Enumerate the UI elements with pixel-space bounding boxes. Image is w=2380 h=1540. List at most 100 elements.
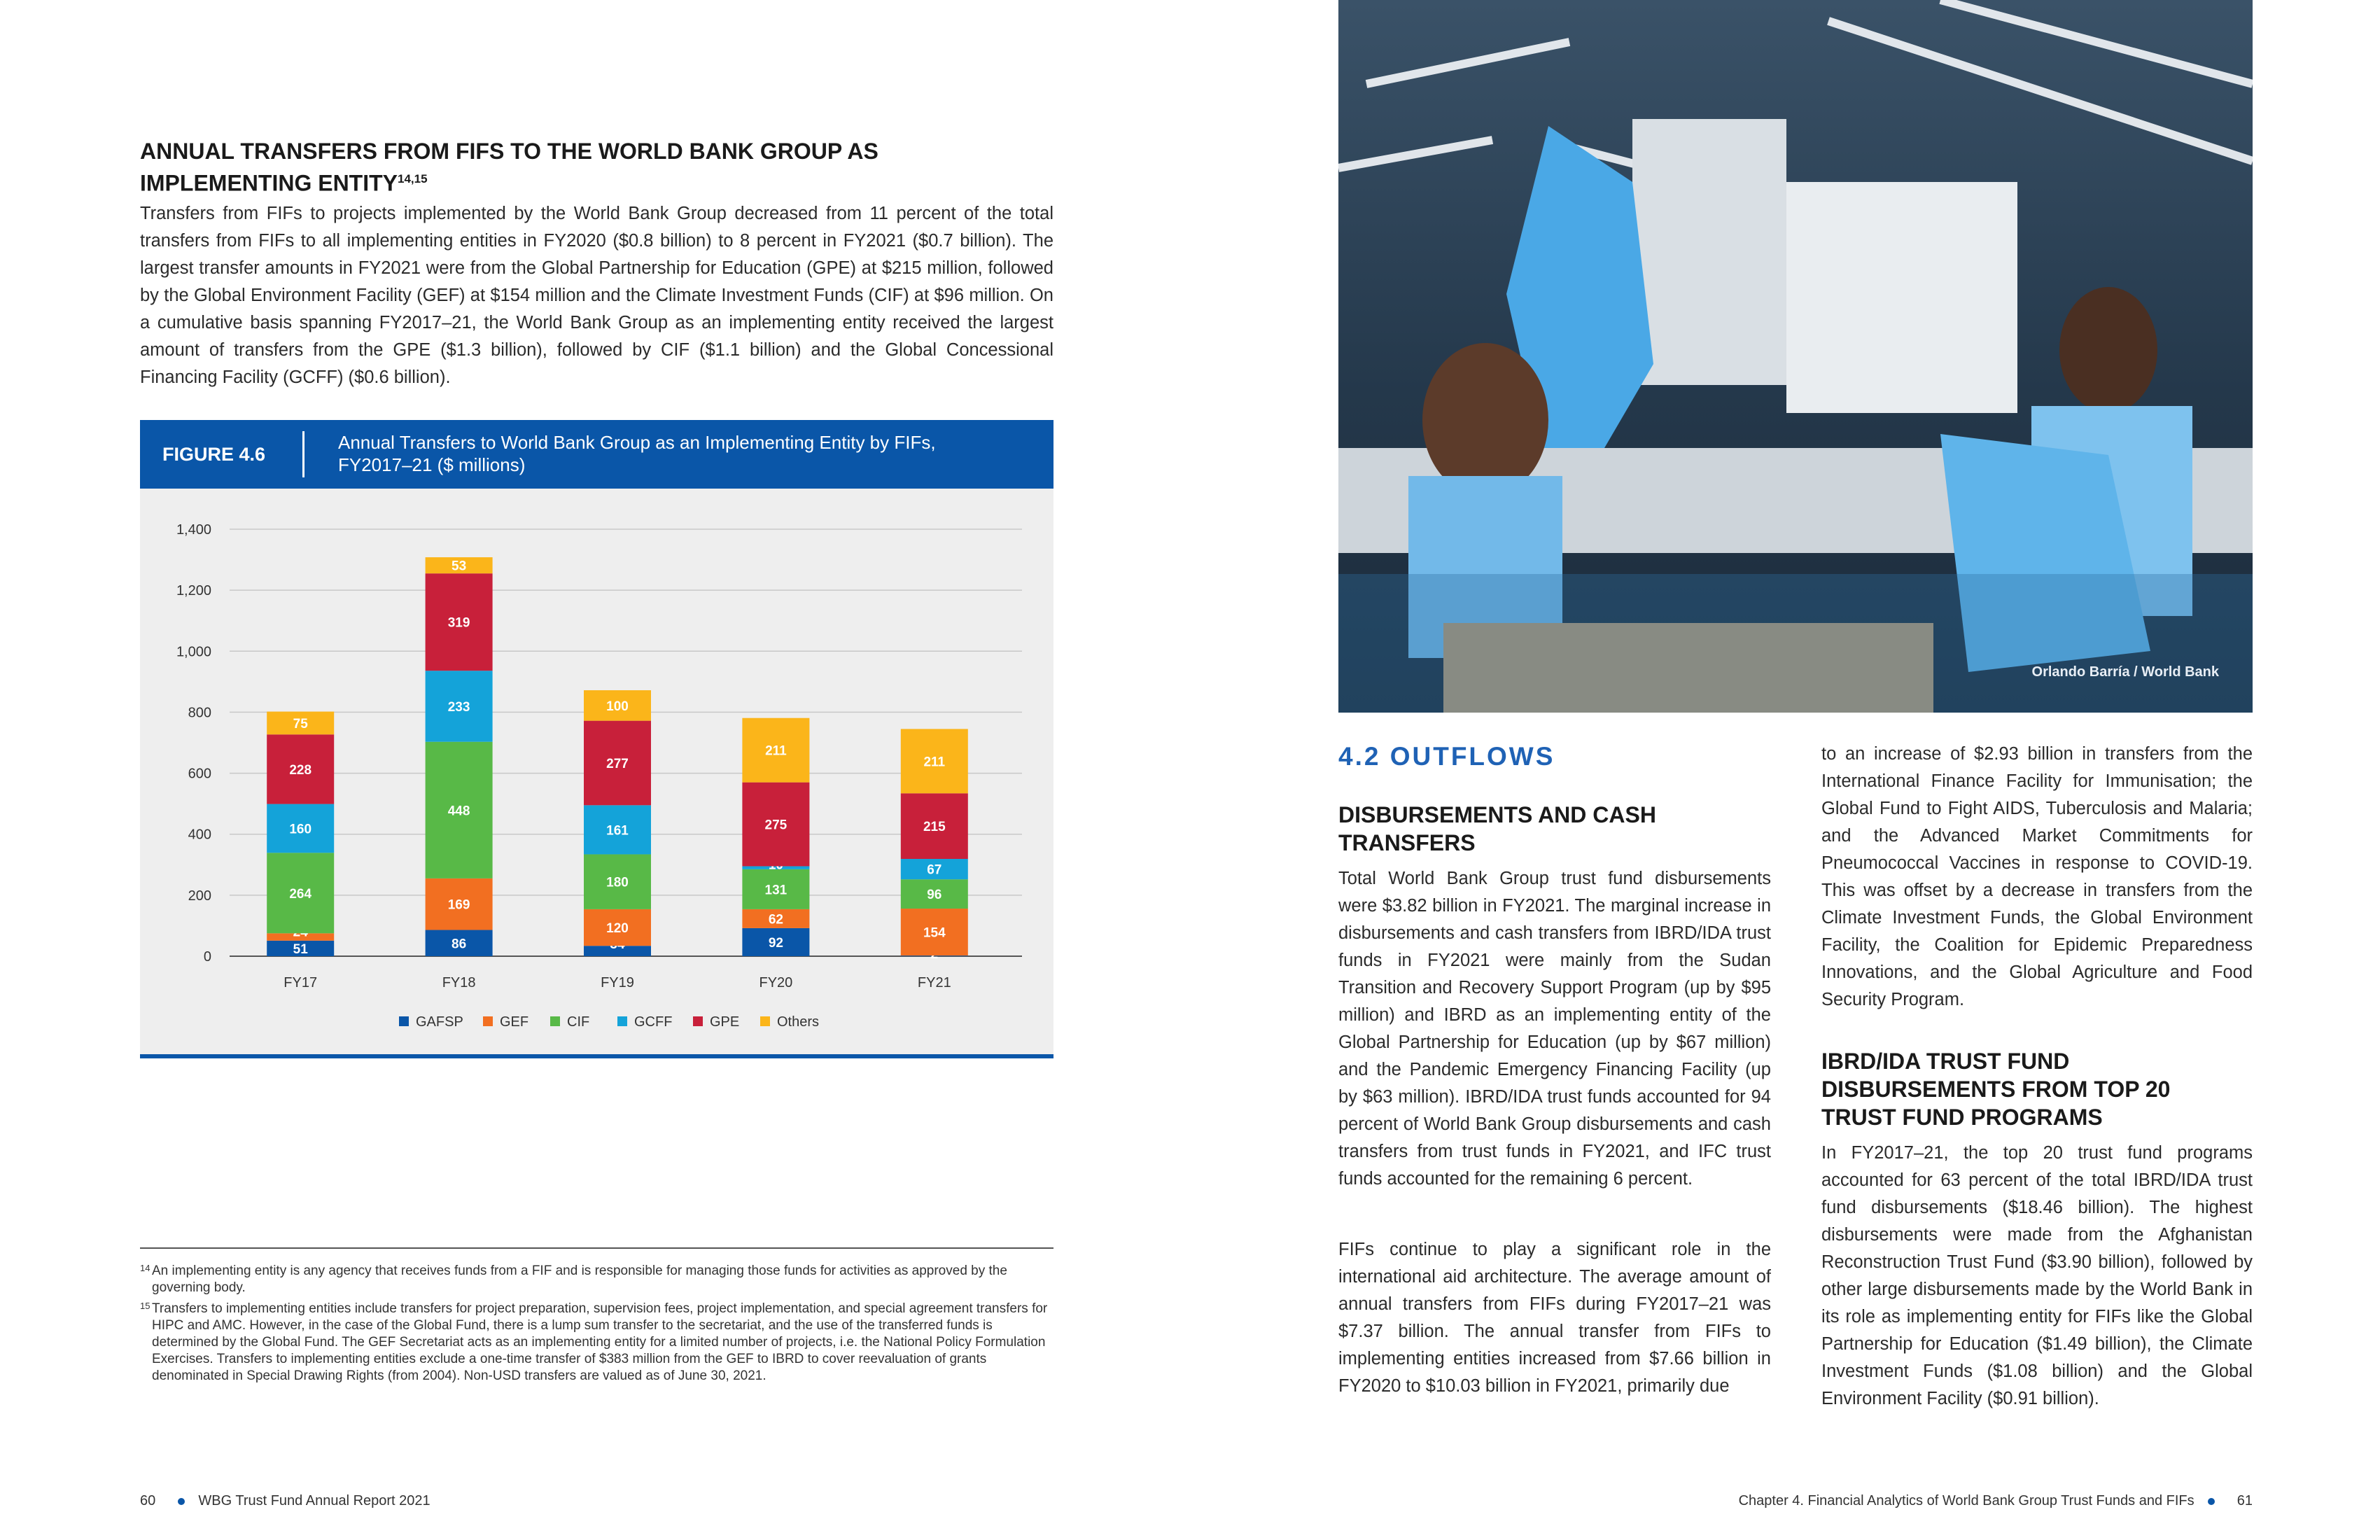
data-label: 160 xyxy=(289,822,312,836)
photo-credit: Orlando Barría / World Bank xyxy=(2031,664,2219,680)
data-label: 228 xyxy=(289,763,312,778)
data-label: 51 xyxy=(293,942,309,957)
y-tick-label: 600 xyxy=(188,766,211,782)
data-label: 53 xyxy=(451,559,466,574)
figure-label: FIGURE 4.6 xyxy=(162,444,266,465)
figure-divider xyxy=(302,431,304,477)
y-tick-label: 1,000 xyxy=(176,644,211,659)
bar-segment xyxy=(900,859,968,880)
stacked-bar-chart: 02004006008001,0001,2001,400512426416022… xyxy=(176,522,1022,1030)
y-tick-label: 800 xyxy=(188,705,211,720)
bar-segment xyxy=(425,557,493,574)
x-tick-label: FY20 xyxy=(759,975,792,990)
data-label: 211 xyxy=(923,755,945,769)
figure-body: 02004006008001,0001,2001,400512426416022… xyxy=(140,489,1054,1058)
data-label: 233 xyxy=(448,700,470,715)
figure-header: FIGURE 4.6 Annual Transfers to World Ban… xyxy=(140,420,1054,489)
bar-segment xyxy=(267,853,335,934)
subsection-heading-disbursements: DISBURSEMENTS AND CASH TRANSFERS xyxy=(1338,802,1656,855)
data-label: 67 xyxy=(927,863,941,878)
data-label: 277 xyxy=(606,757,629,771)
bar-segment xyxy=(900,793,968,860)
bar-segment xyxy=(267,804,335,853)
data-label: 62 xyxy=(769,912,783,927)
bar-segment xyxy=(584,690,651,721)
legend-swatch xyxy=(399,1016,409,1026)
footnote-14: 14 An implementing entity is any agency … xyxy=(140,1263,1007,1295)
legend-label: GPE xyxy=(710,1014,739,1030)
legend-label: CIF xyxy=(567,1014,589,1030)
bar-segment xyxy=(267,933,335,941)
bar-segment xyxy=(584,854,651,909)
data-label: 264 xyxy=(289,887,312,902)
bar-segment xyxy=(584,805,651,855)
legend-swatch xyxy=(550,1016,560,1026)
data-label: 319 xyxy=(448,616,470,631)
column1-paragraph2: FIFs continue to play a significant role… xyxy=(1338,1240,1771,1396)
bullet-dot xyxy=(177,1497,185,1505)
y-tick-label: 1,200 xyxy=(176,583,211,598)
footnote-15: 15 Transfers to implementing entities in… xyxy=(140,1301,1048,1383)
x-tick-label: FY21 xyxy=(918,975,951,990)
footnote-ref[interactable]: 14,15 xyxy=(398,172,428,186)
x-tick-label: FY19 xyxy=(601,975,634,990)
y-tick-label: 400 xyxy=(188,827,211,843)
bar-segment xyxy=(584,720,651,806)
data-label: 154 xyxy=(923,926,946,941)
legend-swatch xyxy=(693,1016,703,1026)
data-label: 169 xyxy=(448,898,470,913)
x-tick-label: FY18 xyxy=(442,975,476,990)
bar-segment xyxy=(900,909,968,956)
legend-swatch xyxy=(760,1016,770,1026)
column2-paragraph1: to an increase of $2.93 billion in trans… xyxy=(1821,744,2253,1009)
bar-segment xyxy=(742,718,810,783)
column1-paragraph1: Total World Bank Group trust fund disbur… xyxy=(1338,869,1771,1189)
bar-segment xyxy=(900,879,968,909)
factory-photo: Orlando Barría / World Bank xyxy=(1338,0,2253,713)
data-label: 448 xyxy=(448,804,470,818)
bar-segment xyxy=(742,782,810,867)
figure-title: Annual Transfers to World Bank Group as … xyxy=(338,432,936,475)
bar-segment xyxy=(425,671,493,742)
bar-segment xyxy=(900,729,968,794)
legend-label: GCFF xyxy=(634,1014,672,1030)
bar-segment xyxy=(267,940,335,956)
data-label: 96 xyxy=(927,888,941,902)
photo-illustration xyxy=(1338,0,2253,713)
data-label: 215 xyxy=(923,820,946,834)
y-tick-label: 1,400 xyxy=(176,522,211,538)
data-label: 75 xyxy=(293,717,309,732)
bar-segment xyxy=(584,946,651,956)
bullet-dot xyxy=(2208,1497,2216,1505)
bar-segment xyxy=(584,909,651,946)
bar-segment xyxy=(742,927,810,956)
data-label: 131 xyxy=(765,883,788,897)
data-label: 100 xyxy=(606,699,629,714)
legend-swatch xyxy=(617,1016,627,1026)
bar-segment xyxy=(267,734,335,804)
bar-segment xyxy=(425,741,493,878)
section-title: 4.2 OUTFLOWS xyxy=(1338,742,1555,771)
y-tick-label: 0 xyxy=(204,949,211,965)
subsection-heading-top20: IBRD/IDA TRUST FUND DISBURSEMENTS FROM T… xyxy=(1821,1049,2171,1130)
data-label: 120 xyxy=(606,921,629,936)
bar-segment xyxy=(425,878,493,930)
bar-segment xyxy=(425,930,493,956)
bar-segment xyxy=(742,869,810,909)
footnote-rule xyxy=(140,1247,1054,1249)
bar-segment xyxy=(742,866,810,869)
legend-label: Others xyxy=(777,1014,819,1030)
y-tick-label: 200 xyxy=(188,888,211,904)
legend-label: GAFSP xyxy=(416,1014,463,1030)
legend-swatch xyxy=(483,1016,493,1026)
data-label: 92 xyxy=(769,936,783,951)
bar-segment xyxy=(742,909,810,928)
section-heading: ANNUAL TRANSFERS FROM FIFS TO THE WORLD … xyxy=(140,139,878,196)
column2-paragraph2: In FY2017–21, the top 20 trust fund prog… xyxy=(1821,1143,2253,1408)
data-label: 211 xyxy=(765,744,787,759)
intro-paragraph: Transfers from FIFs to projects implemen… xyxy=(140,204,1054,387)
data-label: 180 xyxy=(606,876,629,890)
bar-segment xyxy=(900,955,968,956)
data-label: 275 xyxy=(765,818,788,833)
page-footer-left: 60 WBG Trust Fund Annual Report 2021 xyxy=(140,1493,430,1508)
